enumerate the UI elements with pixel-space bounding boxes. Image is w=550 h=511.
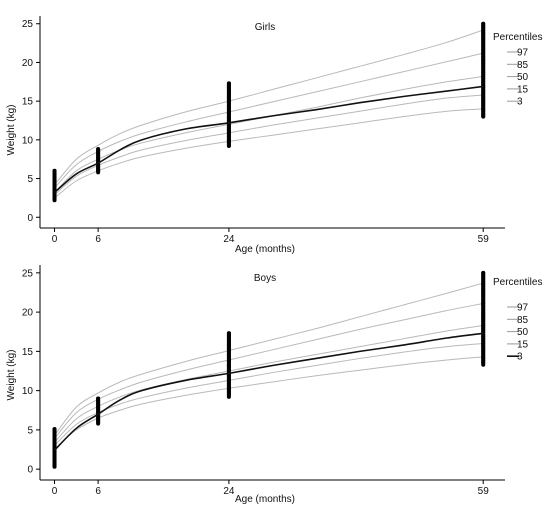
boys-x-axis-label: Age (months)	[235, 494, 295, 505]
girls-percentile-15-line	[54, 94, 484, 196]
girls-chart-title: Girls	[255, 22, 276, 33]
boys-percentile-85-line	[54, 302, 484, 439]
girls-y-ticks: 0 5 10 15 20 25	[22, 19, 40, 224]
boys-observations-age-0	[52, 427, 57, 469]
girls-legend-label-50: 50	[517, 72, 529, 83]
girls-x-axis-label: Age (months)	[235, 244, 295, 255]
boys-panel: 0 5 10 15 20 25 0 6 24 59 Boys Age (months) Weig…	[6, 265, 542, 505]
girls-observation-point	[481, 114, 486, 119]
boys-percentile-97-line	[54, 282, 484, 436]
boys-x-tick-label: 24	[223, 486, 235, 497]
boys-legend-label-15: 15	[517, 339, 529, 350]
girls-legend-label-85: 85	[517, 60, 529, 71]
boys-observations	[52, 270, 486, 469]
boys-y-tick-label: 25	[22, 268, 34, 279]
girls-observations-age-6	[96, 147, 101, 175]
boys-observation-point	[52, 464, 57, 469]
girls-percentile-97-line	[54, 29, 484, 186]
boys-x-tick-label: 59	[478, 486, 490, 497]
boys-observations-age-59	[481, 270, 486, 367]
boys-legend-label-50: 50	[517, 327, 529, 338]
boys-x-tick-label: 6	[95, 486, 101, 497]
boys-legend-label-97: 97	[517, 303, 529, 314]
girls-y-tick-label: 20	[22, 58, 34, 69]
boys-observation-point	[226, 392, 231, 397]
girls-legend-label-3: 3	[517, 97, 523, 108]
boys-percentile-15-line	[54, 343, 484, 446]
girls-x-tick-label: 59	[478, 234, 490, 245]
boys-observations-age-6	[96, 396, 101, 426]
girls-observations	[52, 21, 486, 203]
girls-observations-age-24	[226, 81, 231, 149]
boys-y-tick-label: 15	[22, 347, 34, 358]
boys-median-curve	[53, 332, 484, 451]
girls-y-tick-label: 25	[22, 19, 34, 30]
girls-plot-frame	[39, 16, 505, 229]
girls-percentile-85-line	[54, 52, 484, 189]
girls-observations-age-0	[52, 168, 57, 203]
boys-y-tick-label: 5	[27, 425, 33, 436]
boys-legend-title: Percentiles	[493, 277, 542, 288]
girls-x-tick-label: 0	[52, 234, 58, 245]
boys-y-tick-label: 10	[22, 386, 34, 397]
girls-panel: 0 5 10 15 20 25 0 6 24 59 Girls Age (months) Wei…	[6, 16, 542, 255]
girls-observation-point	[96, 169, 101, 174]
girls-percentile-3-line	[54, 108, 484, 199]
girls-median-curve	[54, 85, 484, 194]
boys-observations-age-24	[226, 331, 231, 399]
girls-y-tick-label: 5	[27, 174, 33, 185]
girls-legend-title: Percentiles	[493, 32, 542, 43]
girls-y-tick-label: 10	[22, 135, 34, 146]
boys-legend-label-85: 85	[517, 315, 529, 326]
boys-legend-label-3: 3	[517, 352, 523, 363]
boys-x-ticks: 0 6 24 59	[52, 480, 489, 497]
girls-x-tick-label: 24	[223, 234, 235, 245]
girls-y-tick-label: 15	[22, 97, 34, 108]
girls-observation-point	[226, 142, 231, 147]
girls-x-tick-label: 6	[95, 234, 101, 245]
boys-x-tick-label: 0	[52, 486, 58, 497]
girls-legend-label-97: 97	[517, 48, 529, 59]
girls-x-ticks: 0 6 24 59	[52, 228, 489, 245]
girls-y-axis-label: Weight (kg)	[6, 105, 17, 156]
boys-chart-title: Boys	[254, 273, 276, 284]
boys-y-axis-label: Weight (kg)	[6, 350, 17, 401]
girls-percentile-curves	[54, 29, 484, 199]
boys-plot-frame	[39, 265, 505, 481]
boys-observation-point	[96, 420, 101, 425]
boys-y-tick-label: 20	[22, 308, 34, 319]
girls-observation-point	[52, 197, 57, 202]
boys-y-tick-label: 0	[27, 465, 33, 476]
girls-observations-age-59	[481, 21, 486, 119]
boys-y-ticks: 0 5 10 15 20 25	[22, 268, 40, 476]
boys-percentile-3-line	[54, 356, 484, 450]
girls-y-tick-label: 0	[27, 213, 33, 224]
girls-legend-label-15: 15	[517, 84, 529, 95]
boys-observation-point	[481, 361, 486, 366]
